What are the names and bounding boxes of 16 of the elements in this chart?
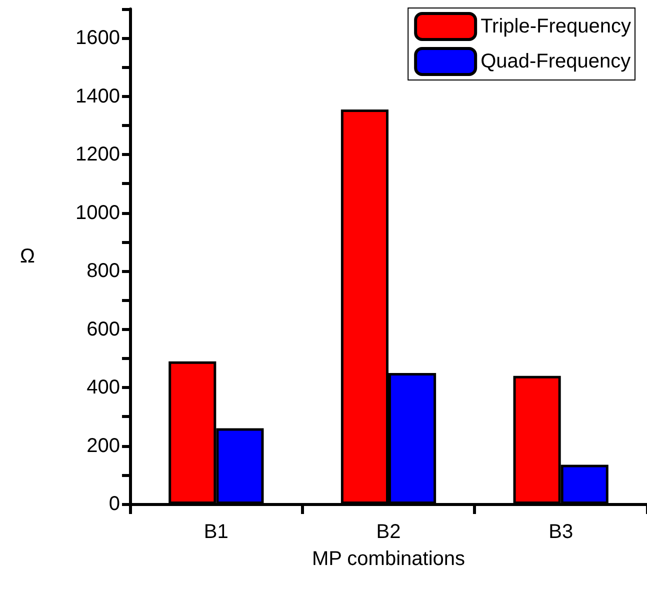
y-tick-label: 400 — [86, 376, 120, 399]
legend-label: Triple-Frequency — [480, 16, 631, 38]
y-tick-label: 0 — [108, 493, 120, 515]
y-tick-label: 1000 — [76, 202, 120, 224]
y-tick-label: 200 — [86, 434, 120, 457]
x-tick-label: B1 — [204, 521, 228, 543]
y-axis-title: Ω — [20, 246, 36, 268]
y-tick-label: 1200 — [76, 144, 120, 166]
legend-label: Quad-Frequency — [480, 50, 631, 72]
y-tick-label: 1600 — [76, 27, 120, 50]
y-tick-label: 1400 — [76, 85, 120, 108]
x-tick-label: B2 — [376, 521, 401, 543]
x-axis-title: MP combinations — [312, 548, 466, 570]
x-tick-label: B3 — [548, 521, 574, 543]
y-tick-label: 800 — [86, 260, 120, 282]
y-tick-label: 600 — [86, 318, 120, 340]
